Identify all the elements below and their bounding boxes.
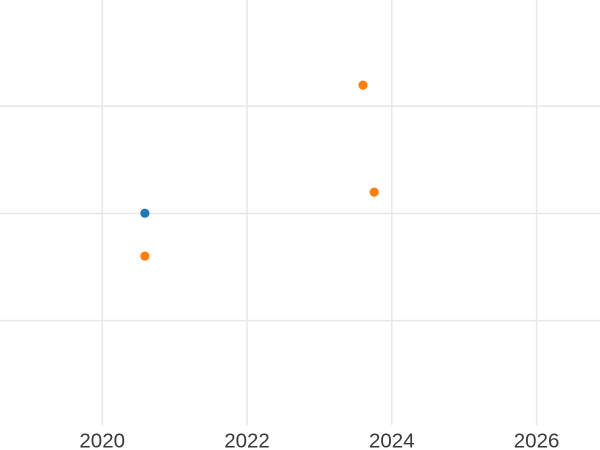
svg-text:2024: 2024 (369, 430, 415, 450)
svg-text:2020: 2020 (79, 430, 125, 450)
svg-text:2022: 2022 (224, 430, 270, 450)
svg-text:2026: 2026 (514, 430, 560, 450)
